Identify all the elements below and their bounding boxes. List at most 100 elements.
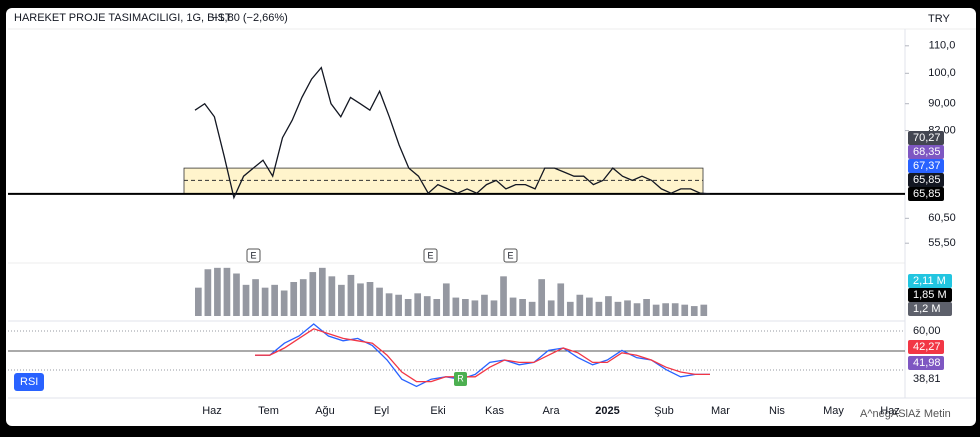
x-tick-label: Haz: [880, 405, 900, 417]
x-tick-label: Haz: [202, 405, 222, 417]
chart-title: HAREKET PROJE TASIMACILIGI, 1G, BIST: [14, 12, 232, 24]
x-tick-label: Nis: [769, 405, 785, 417]
volume-bar: [442, 283, 450, 316]
volume-bar: [490, 300, 498, 316]
volume-bar: [195, 287, 202, 316]
event-label: E: [427, 250, 433, 260]
volume-bar: [452, 297, 460, 316]
price-tag-label: 65,85: [913, 188, 941, 200]
rsi-badge[interactable]: [14, 373, 44, 391]
price-tag-label: 65,85: [913, 174, 941, 186]
price-tag: [908, 131, 944, 145]
rsi-line: [255, 328, 710, 383]
volume-bar: [271, 284, 278, 316]
x-tick-label: Mar: [711, 405, 730, 417]
volume-bar: [433, 299, 441, 316]
volume-tag-label: 2,11 M: [913, 275, 946, 287]
volume-tag-label: 1,2 M: [913, 303, 941, 315]
watermark: A^negASlAž Metin: [860, 408, 951, 420]
volume-bar: [595, 301, 603, 316]
volume-bar: [566, 301, 574, 316]
volume-bar: [662, 303, 669, 316]
volume-tag: [908, 302, 952, 316]
volume-bar: [614, 301, 622, 316]
volume-bar: [557, 283, 565, 316]
volume-bar: [528, 301, 536, 316]
zone: [183, 167, 704, 195]
panel: [6, 8, 976, 426]
volume-bar: [385, 293, 393, 316]
x-tick-label: Ara: [542, 405, 560, 417]
volume-bar: [509, 297, 517, 316]
x-tick-label: 2025: [595, 405, 619, 417]
volume-tag: [908, 274, 952, 288]
volume-bar: [299, 279, 307, 316]
price-tag-label: 68,35: [913, 146, 941, 158]
volume-bar: [290, 282, 298, 316]
x-tick-label: Tem: [258, 405, 279, 417]
event-label: E: [250, 250, 256, 260]
y-tick-label: 100,0: [928, 67, 956, 79]
volume-bar: [366, 282, 374, 316]
volume-bar: [252, 279, 259, 316]
rsi-badge-r: [454, 372, 467, 386]
volume-bar: [586, 297, 593, 316]
price-tag: [908, 187, 944, 201]
volume-bar: [414, 293, 422, 316]
volume-bar: [547, 300, 555, 316]
volume-bar: [357, 283, 364, 316]
price-tag: [908, 173, 944, 187]
volume-bar: [328, 276, 336, 316]
volume-bar: [261, 287, 269, 316]
volume-bar: [404, 299, 412, 316]
price-tag-label: 70,27: [913, 132, 941, 144]
volume-bar: [338, 284, 345, 316]
rsi-tag-label: 42,27: [913, 341, 941, 353]
rsi-tag: [908, 356, 944, 370]
volume-bar: [633, 303, 641, 316]
rsi-line: [255, 323, 710, 388]
volume-bar: [214, 267, 221, 316]
price-tag: [908, 159, 944, 173]
x-tick-label: May: [823, 405, 844, 417]
volume-bar: [280, 290, 288, 316]
event-marker: [423, 248, 438, 263]
volume-bar: [652, 304, 660, 316]
volume-bar: [624, 300, 631, 316]
y-tick-label: 110,0: [929, 40, 956, 52]
x-tick-label: Eki: [430, 405, 445, 417]
price-line: [194, 66, 711, 200]
y-tick-label: 55,50: [928, 237, 956, 249]
volume-bar: [690, 306, 698, 316]
y-tick-label: 60,50: [928, 212, 956, 224]
x-tick-label: Eyl: [374, 405, 389, 417]
currency: TRY: [928, 13, 950, 25]
x-tick-label: Şub: [654, 405, 674, 417]
volume-bar: [681, 304, 689, 316]
volume-bar: [318, 267, 326, 316]
event-marker: [246, 248, 261, 263]
volume-bar: [643, 299, 650, 316]
volume-bar: [309, 272, 317, 316]
volume-bar: [242, 284, 250, 316]
volume-bar: [519, 299, 526, 316]
volume-bar: [347, 274, 355, 316]
y-tick-label: 90,00: [928, 98, 956, 110]
volume-bar: [538, 279, 546, 316]
volume-bar: [204, 269, 212, 316]
price-tag-label: 67,37: [913, 160, 941, 172]
volume-bar: [481, 294, 488, 316]
event-label: E: [507, 250, 513, 260]
price-tag: [908, 145, 944, 159]
rsi-tag-label: 60,00: [913, 325, 941, 337]
rsi-badge-r-label: R: [457, 373, 464, 383]
volume-tag-label: 1,85 M: [913, 289, 947, 301]
volume-bar: [223, 267, 231, 316]
volume-bar: [576, 294, 584, 316]
x-tick-label: Kas: [485, 405, 504, 417]
change: −1,80 (−2,66%): [212, 12, 288, 24]
volume-bar: [462, 299, 469, 316]
volume-bar: [500, 276, 507, 316]
volume-bar: [605, 296, 612, 316]
